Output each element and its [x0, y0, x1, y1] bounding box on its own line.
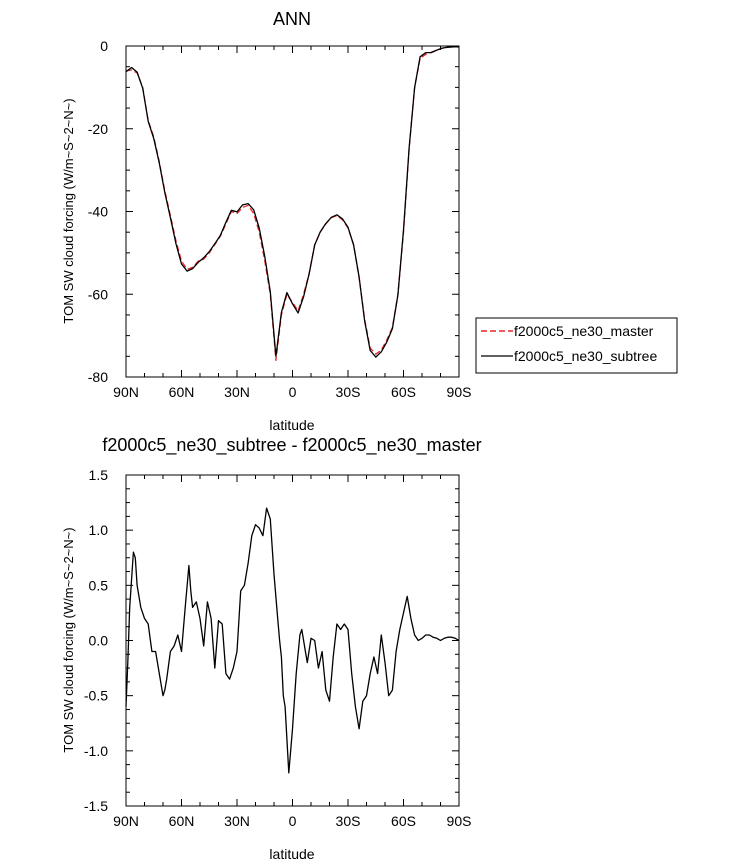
- bottom-y-tick-label: -0.5: [84, 688, 108, 704]
- top-x-tick-label: 90S: [447, 384, 472, 400]
- top-x-tick-label: 30N: [224, 384, 250, 400]
- top-x-tick-label: 0: [289, 384, 297, 400]
- top-y-tick-label: -40: [88, 204, 108, 220]
- bottom-x-tick-label: 30S: [336, 813, 361, 829]
- bottom-y-tick-label: 0.0: [89, 633, 109, 649]
- bottom-x-tick-label: 60S: [391, 813, 416, 829]
- bottom-x-tick-label: 0: [289, 813, 297, 829]
- top-series-f2000c5-ne30-master: [125, 46, 459, 362]
- top-plot-frame: [125, 45, 460, 378]
- top-x-tick-label: 30S: [336, 384, 361, 400]
- bottom-y-tick-label: -1.5: [84, 798, 108, 814]
- legend: f2000c5_ne30_master f2000c5_ne30_subtree: [475, 317, 678, 374]
- bottom-panel: f2000c5_ne30_subtree - f2000c5_ne30_mast…: [61, 435, 482, 862]
- legend-subtree-label: f2000c5_ne30_subtree: [514, 348, 657, 364]
- bottom-y-tick-label: 1.0: [89, 522, 109, 538]
- bottom-series-difference: [125, 507, 460, 774]
- bottom-x-tick-label: 60N: [169, 813, 195, 829]
- bottom-chart-title: f2000c5_ne30_subtree - f2000c5_ne30_mast…: [102, 435, 481, 456]
- top-x-axis-label: latitude: [269, 417, 314, 433]
- top-y-tick-label: -60: [88, 286, 108, 302]
- top-series-f2000c5-ne30-subtree: [125, 46, 459, 358]
- bottom-plot-frame: [125, 474, 460, 807]
- top-panel: ANN TOM SW cloud forcing (W/m~S~2~N~) la…: [61, 9, 471, 433]
- legend-master-label: f2000c5_ne30_master: [514, 323, 654, 339]
- bottom-x-axis-label: latitude: [269, 846, 314, 862]
- top-y-tick-label: -80: [88, 369, 108, 385]
- bottom-y-tick-label: -1.0: [84, 743, 108, 759]
- legend-box: [475, 317, 678, 374]
- bottom-x-tick-label: 90S: [447, 813, 472, 829]
- bottom-y-axis-label: TOM SW cloud forcing (W/m~S~2~N~): [61, 527, 76, 752]
- bottom-series-lines: [125, 507, 460, 774]
- top-x-tick-label: 60S: [391, 384, 416, 400]
- top-y-tick-label: 0: [100, 38, 108, 54]
- top-y-axis-label: TOM SW cloud forcing (W/m~S~2~N~): [61, 98, 76, 323]
- bottom-y-tick-label: 0.5: [89, 577, 109, 593]
- bottom-x-tick-label: 30N: [224, 813, 250, 829]
- top-x-tick-label: 90N: [113, 384, 139, 400]
- bottom-axis-ticks: 90N 60N 30N 0 30S 60S 90S 1.5 1.0 0.5 0.0 -0.5 -1.0 -…: [84, 467, 472, 829]
- top-series-lines: [125, 46, 459, 362]
- bottom-x-tick-label: 90N: [113, 813, 139, 829]
- top-y-tick-label: -20: [88, 121, 108, 137]
- top-chart-title: ANN: [273, 9, 311, 29]
- top-axis-ticks: 90N 60N 30N 0 30S 60S 90S 0 -20 -40 -60 -80: [88, 38, 472, 400]
- bottom-y-tick-label: 1.5: [89, 467, 109, 483]
- top-x-tick-label: 60N: [169, 384, 195, 400]
